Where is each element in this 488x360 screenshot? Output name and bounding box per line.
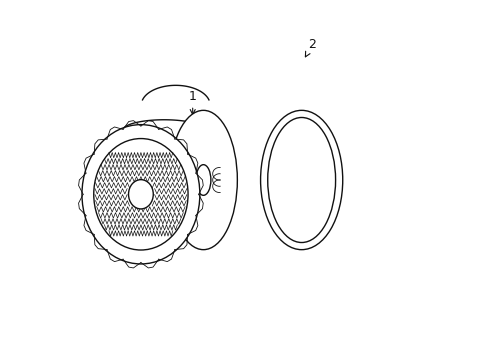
Text: 1: 1 bbox=[188, 90, 196, 114]
Ellipse shape bbox=[128, 180, 153, 209]
Ellipse shape bbox=[94, 139, 188, 250]
Ellipse shape bbox=[82, 125, 200, 264]
Ellipse shape bbox=[267, 117, 335, 243]
Text: 2: 2 bbox=[305, 38, 316, 57]
Ellipse shape bbox=[260, 111, 342, 249]
Ellipse shape bbox=[196, 165, 210, 195]
Ellipse shape bbox=[169, 111, 237, 249]
